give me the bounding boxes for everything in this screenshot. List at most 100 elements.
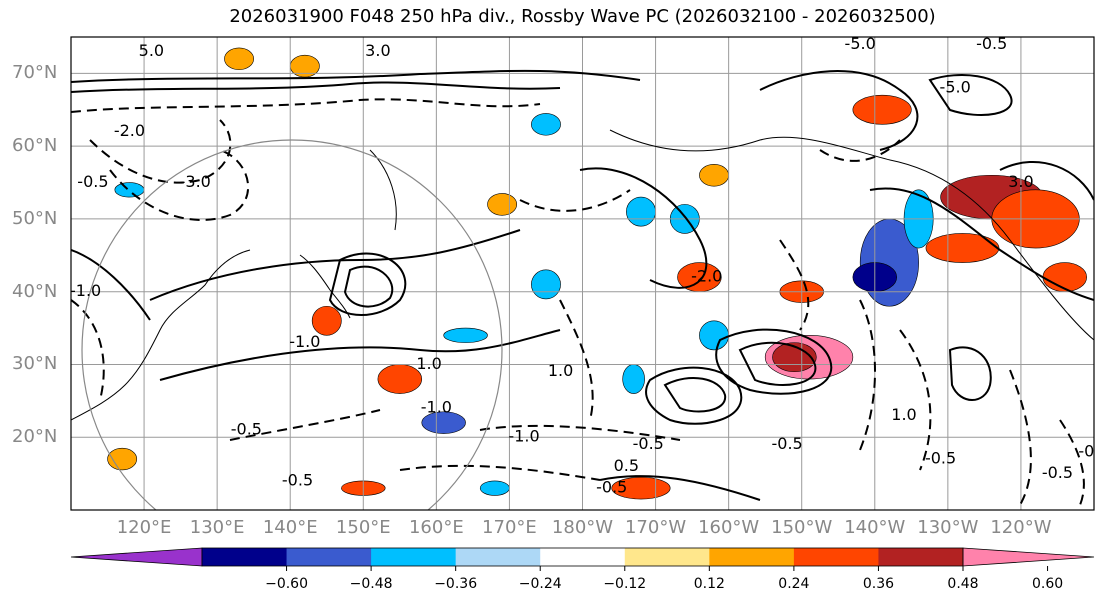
longitude-label: 160°E	[408, 517, 464, 538]
contour-label: -0.5	[1042, 463, 1073, 482]
coastline-japan	[299, 254, 351, 319]
longitude-label: 130°W	[917, 517, 979, 538]
contour-dashed	[779, 239, 810, 331]
longitude-label: 140°W	[844, 517, 906, 538]
latitude-label: 60°N	[12, 135, 58, 157]
longitude-label: 150°E	[335, 517, 391, 538]
latitude-label: 50°N	[12, 207, 58, 229]
divergence-area	[311, 305, 342, 336]
longitude-label: 170°E	[482, 517, 537, 538]
contour-dashed	[479, 424, 681, 441]
divergence-area	[699, 164, 729, 187]
plot-frame	[70, 36, 1095, 511]
longitude-label: 150°W	[771, 517, 833, 538]
colorbar-tick-label: −0.24	[518, 576, 562, 592]
colorbar-extend-min	[70, 547, 203, 567]
longitude-label: 170°W	[624, 517, 687, 538]
contour-dashed	[89, 119, 232, 184]
contour-label: 3.0	[365, 41, 390, 60]
colorbar-segment	[540, 548, 626, 566]
contour-label: -1.0	[508, 427, 539, 446]
contour-solid	[645, 366, 743, 425]
rossby-wave-contours	[71, 69, 1094, 506]
divergence-area	[699, 320, 729, 351]
contour-label: -5.0	[845, 34, 876, 53]
contour-solid	[663, 377, 727, 413]
longitude-label: 120°W	[990, 517, 1052, 538]
contour-solid	[71, 69, 641, 83]
contour-solid	[759, 70, 919, 151]
range-circle	[81, 139, 503, 510]
colorbar-segment	[202, 548, 288, 566]
contour-solid	[159, 329, 561, 381]
contour-label: -1.0	[289, 332, 320, 351]
divergence-area	[377, 364, 423, 394]
contour-dashed	[1059, 419, 1085, 506]
contour-dashed	[71, 98, 541, 113]
colorbar-segment	[624, 548, 710, 566]
coastlines	[71, 129, 1094, 421]
contour-label: -0.5	[771, 434, 802, 453]
contour-dashed	[859, 299, 876, 451]
coastline-north-america	[889, 159, 1094, 341]
contour-solid	[149, 229, 521, 301]
contour-label: -0.5	[596, 478, 627, 497]
contour-solid	[928, 74, 1013, 116]
colorbar-outline	[201, 547, 964, 567]
divergence-area	[421, 411, 466, 434]
contour-label: 1.0	[416, 354, 441, 373]
contour-label: 1.0	[548, 361, 573, 380]
coastline-asia	[71, 249, 251, 421]
contour-label: -1.0	[421, 398, 452, 417]
latitude-label: 70°N	[12, 62, 58, 84]
divergence-area	[852, 94, 912, 125]
divergence-area	[626, 196, 656, 227]
longitude-label: 120°E	[116, 517, 172, 538]
colorbar-tick-label: 0.60	[1031, 576, 1064, 592]
contour-solid	[738, 341, 817, 386]
contour-solid	[71, 81, 561, 93]
colorbar-tick-label: −0.48	[349, 576, 393, 592]
contour-label: -0.5	[976, 34, 1007, 53]
longitude-label: 180°W	[551, 517, 614, 538]
contour-dashed	[819, 139, 901, 162]
colorbar-tick-label: −0.60	[265, 576, 308, 592]
contour-label: 3.0	[1008, 172, 1033, 191]
contour-dashed	[519, 189, 631, 212]
divergence-area	[114, 182, 145, 198]
colorbar-tick-label: 0.24	[778, 576, 810, 592]
divergence-area	[1042, 262, 1087, 292]
colorbar-tick-label: 0.36	[862, 576, 895, 592]
contour-solid	[328, 252, 407, 316]
divergence-area	[487, 193, 518, 216]
divergence-area	[479, 480, 510, 496]
divergence-area	[107, 447, 138, 471]
contour-solid	[71, 249, 151, 321]
colorbar-segment	[709, 548, 795, 566]
colorbar	[70, 547, 1095, 571]
contour-label: -5.0	[940, 77, 971, 96]
longitude-label: 160°W	[698, 517, 760, 538]
contour-label: 5.0	[139, 41, 164, 60]
contour-solid	[343, 265, 394, 308]
colorbar-segment	[286, 548, 372, 566]
divergence-area	[925, 233, 1000, 263]
contour-dashed	[229, 409, 381, 441]
colorbar-tick-label: −0.12	[603, 576, 647, 592]
contour-dashed	[399, 464, 601, 481]
divergence-area	[622, 364, 645, 394]
divergence-area	[531, 113, 561, 136]
contour-dashed	[71, 299, 105, 401]
colorbar-segment	[455, 548, 541, 566]
contour-label: -1.0	[70, 281, 101, 300]
divergence-area	[531, 269, 561, 300]
coastline-alaska	[609, 129, 891, 161]
latitude-label: 40°N	[12, 280, 58, 302]
colorbar-tick-label: 0.12	[693, 576, 725, 592]
contour-label: -0.5	[1078, 441, 1105, 460]
contour-solid	[948, 346, 992, 401]
contour-label: -2.0	[691, 267, 722, 286]
colorbar-segment	[371, 548, 457, 566]
latitude-label: 20°N	[12, 426, 58, 448]
